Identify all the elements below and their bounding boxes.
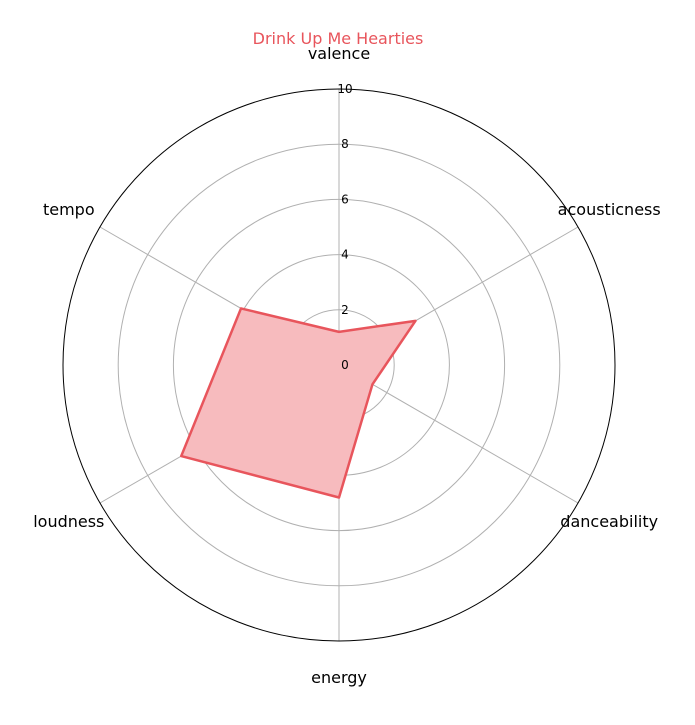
axis-label-acousticness: acousticness xyxy=(558,200,661,219)
tick-layer: 0 2 4 6 8 10 xyxy=(337,82,352,372)
r-tick-label: 0 xyxy=(341,358,349,372)
r-tick-label: 10 xyxy=(337,82,352,96)
r-tick-label: 2 xyxy=(341,303,349,317)
series-layer xyxy=(181,308,415,497)
chart-title: Drink Up Me Hearties xyxy=(253,29,424,48)
r-tick-label: 8 xyxy=(341,137,349,151)
axis-label-danceability: danceability xyxy=(560,512,658,531)
r-tick-label: 6 xyxy=(341,192,349,206)
axis-label-loudness: loudness xyxy=(33,512,104,531)
series-area xyxy=(181,308,415,497)
axis-label-tempo: tempo xyxy=(43,200,95,219)
r-tick-label: 4 xyxy=(341,248,349,262)
axis-label-energy: energy xyxy=(311,668,367,687)
grid-spoke xyxy=(339,365,578,503)
